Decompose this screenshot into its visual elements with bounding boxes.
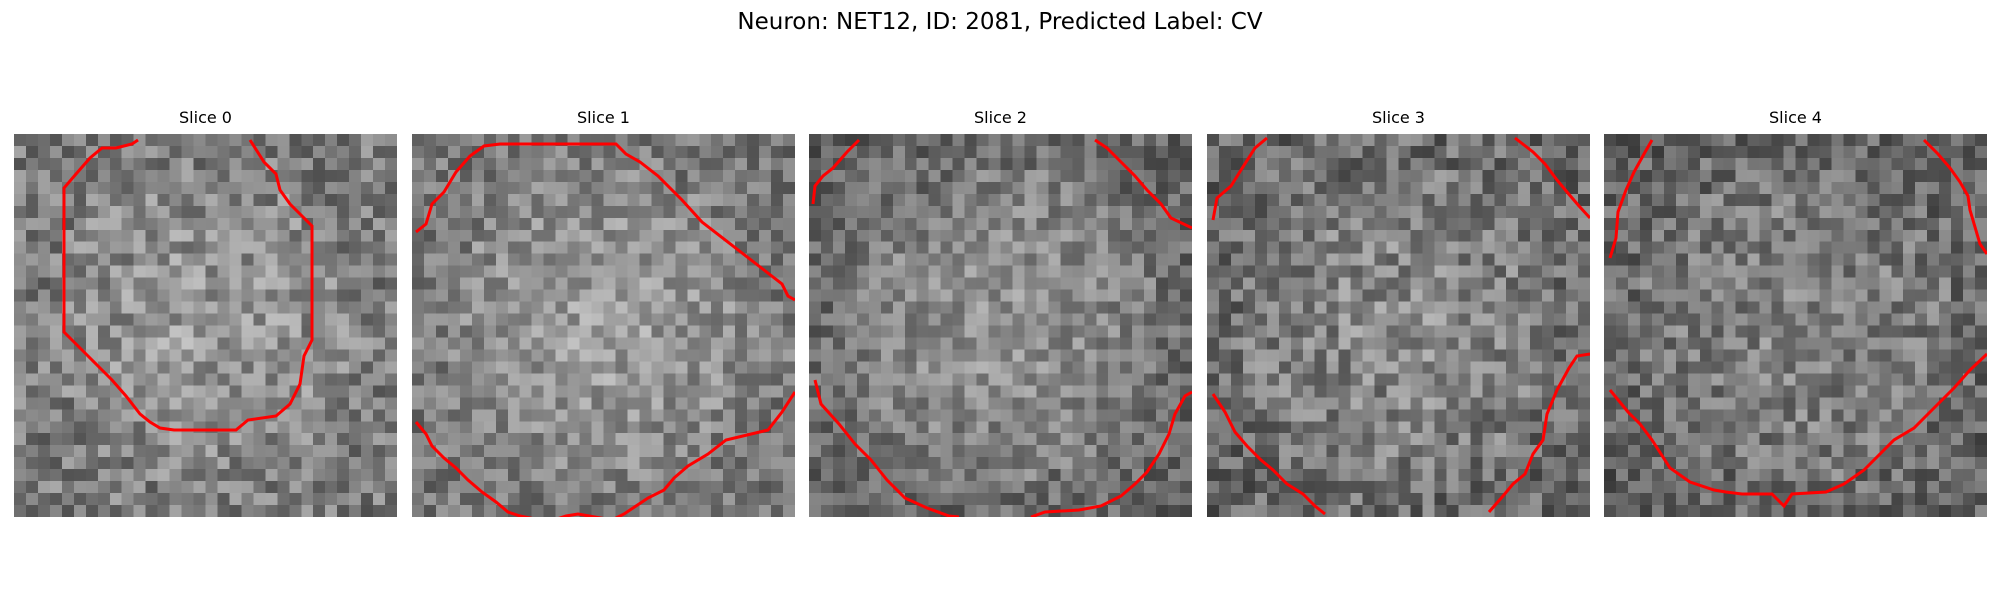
roi-contour-tr	[1514, 136, 1590, 220]
contour-overlay-0	[62, 138, 314, 432]
slice-title-1: Slice 1	[577, 108, 630, 127]
roi-contour-br	[1030, 390, 1192, 517]
roi-contour	[62, 138, 314, 432]
roi-contour-tl	[811, 138, 861, 205]
slice-title-2: Slice 2	[974, 108, 1027, 127]
roi-contour-tl	[1211, 136, 1268, 221]
slice-title-3: Slice 3	[1372, 108, 1425, 127]
roi-contour-tr	[1922, 138, 1987, 255]
slice-image-2	[809, 134, 1192, 517]
slice-image-0	[14, 134, 397, 517]
roi-contour-bottom	[813, 379, 960, 517]
contour-overlay-1	[414, 142, 795, 517]
slice-image-1	[412, 134, 795, 517]
slice-panel-2: Slice 2	[809, 108, 1192, 517]
roi-contour-bl	[1211, 393, 1326, 516]
roi-contour-bottom	[414, 391, 795, 517]
slice-title-0: Slice 0	[179, 108, 232, 127]
roi-contour-tl	[1608, 139, 1654, 259]
contour-overlay-3	[1211, 136, 1590, 516]
slice-title-4: Slice 4	[1769, 108, 1822, 127]
roi-contour-tr	[1094, 138, 1192, 230]
roi-contour-top	[415, 142, 795, 302]
slice-image-4	[1604, 134, 1987, 517]
roi-contour-br	[1487, 352, 1590, 513]
slice-panel-1: Slice 1	[412, 108, 795, 517]
figure-title: Neuron: NET12, ID: 2081, Predicted Label…	[737, 9, 1263, 35]
contour-overlay-4	[1608, 138, 1987, 509]
contour-overlay-2	[811, 138, 1192, 517]
slice-panel-3: Slice 3	[1207, 108, 1590, 517]
roi-contour-bottom	[1608, 352, 1987, 509]
slice-image-3	[1207, 134, 1590, 517]
slice-panel-4: Slice 4	[1604, 108, 1987, 517]
slice-panel-0: Slice 0	[14, 108, 397, 517]
